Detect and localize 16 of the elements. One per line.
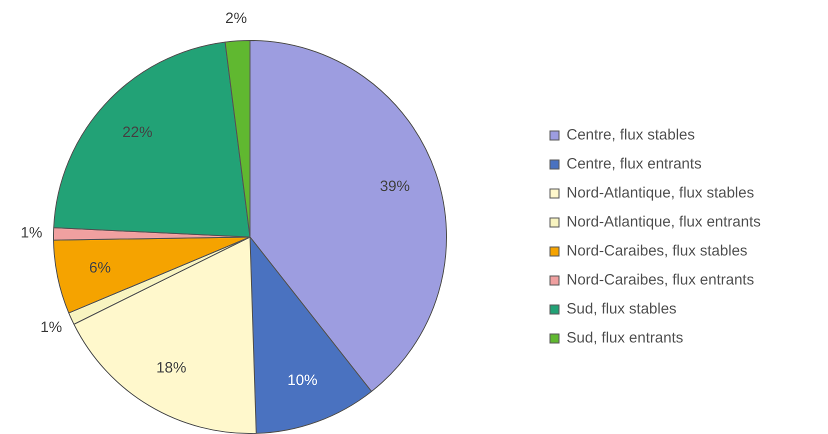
legend-label: Sud, flux entrants [566,330,684,347]
data-label: 22% [122,124,152,142]
legend-label: Sud, flux stables [566,300,677,318]
data-label: 2% [225,10,247,28]
legend-label: Centre, flux stables [566,126,695,144]
legend-label: Nord-Atlantique, flux stables [566,184,754,202]
data-label: 39% [380,178,410,196]
data-label: 6% [89,260,111,277]
data-label: 10% [287,372,318,390]
legend-label: Nord-Caraibes, flux entrants [566,272,754,289]
data-label: 1% [40,318,62,336]
data-label: 18% [156,360,186,377]
legend-label: Centre, flux entrants [566,156,702,173]
legend-label: Nord-Atlantique, flux entrants [566,214,761,231]
legend-label: Nord-Caraibes, flux stables [566,242,748,260]
data-label: 1% [20,224,42,242]
